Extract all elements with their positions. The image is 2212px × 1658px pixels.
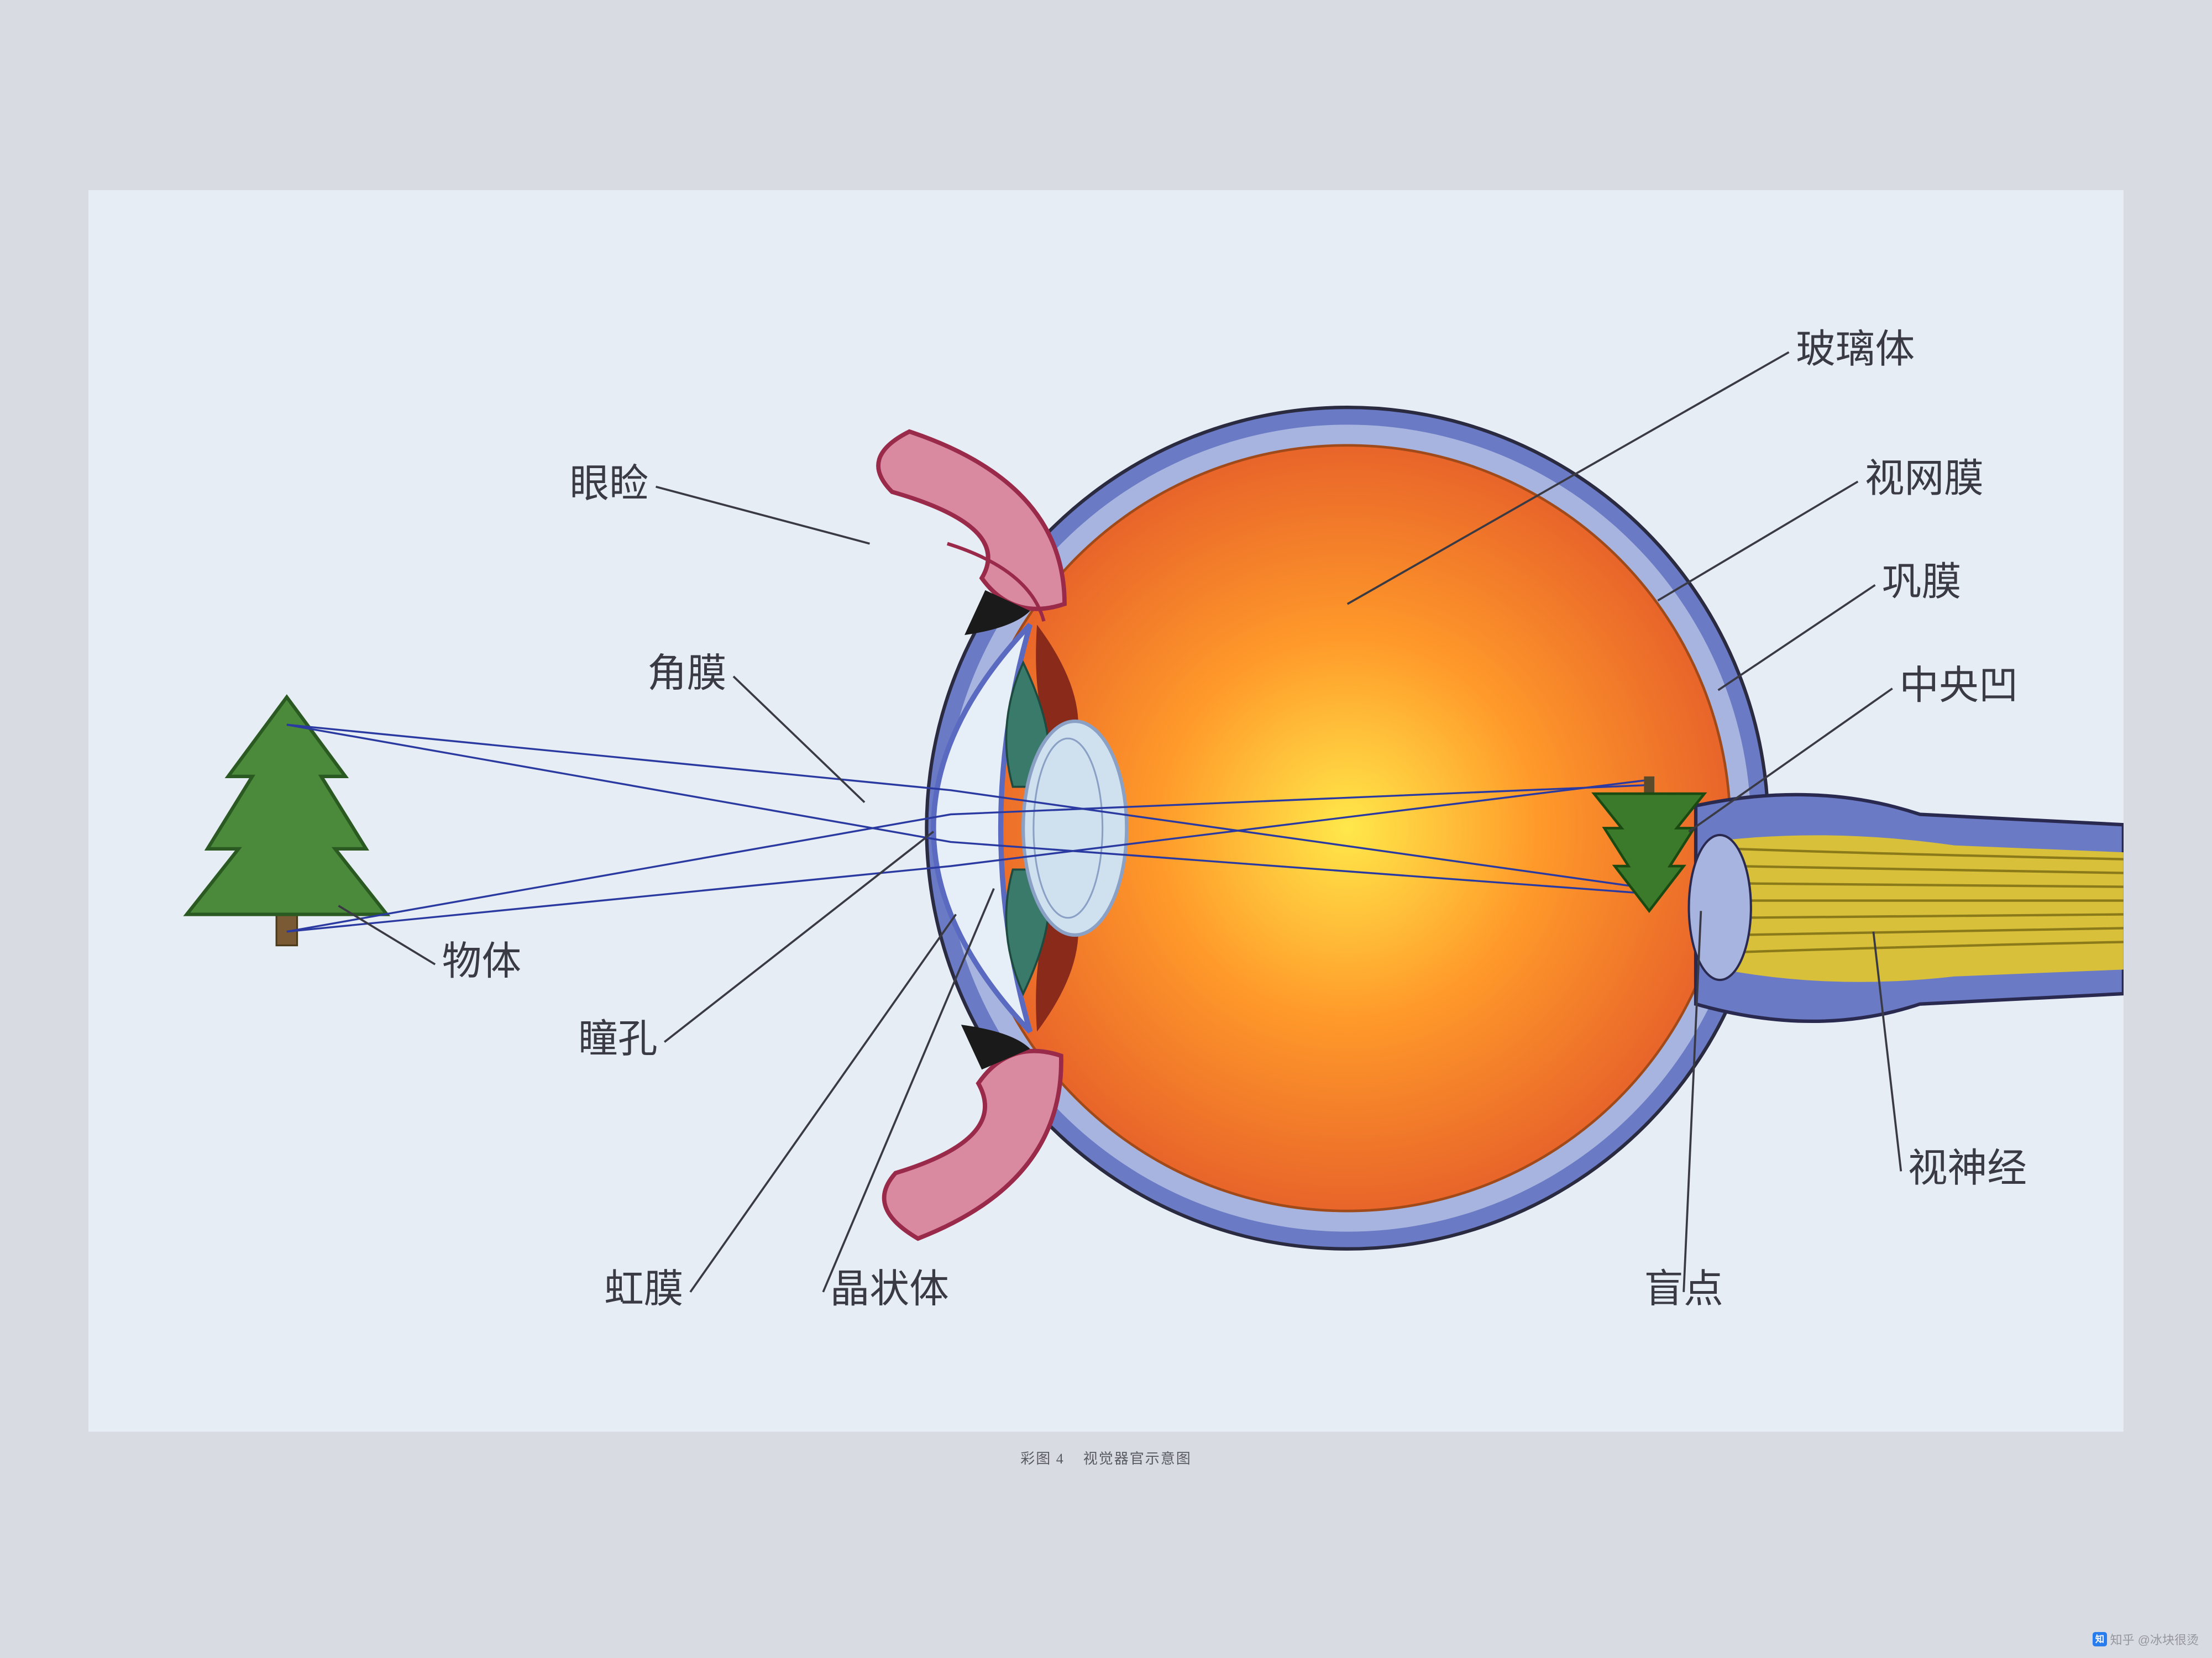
page: 玻璃体视网膜巩膜中央凹视神经盲点 眼睑角膜瞳孔虹膜 晶状体 物体 彩图 4 视觉器官示…	[0, 0, 2212, 1658]
label-iris: 虹膜	[604, 1267, 683, 1311]
label-opticnerve: 视神经	[1908, 1146, 2027, 1190]
figure-panel: 玻璃体视网膜巩膜中央凹视神经盲点 眼睑角膜瞳孔虹膜 晶状体 物体	[88, 190, 2124, 1432]
svg-text:知: 知	[2095, 1634, 2104, 1645]
zhihu-logo-icon: 知	[2093, 1632, 2107, 1646]
watermark: 知 知乎 @冰块很烫	[2093, 1630, 2199, 1648]
label-vitreous: 玻璃体	[1796, 327, 1915, 371]
label-pupil: 瞳孔	[578, 1017, 657, 1061]
label-fovea: 中央凹	[1899, 664, 2018, 708]
eye-anatomy-diagram: 玻璃体视网膜巩膜中央凹视神经盲点 眼睑角膜瞳孔虹膜 晶状体 物体	[88, 190, 2124, 1432]
watermark-handle: @冰块很烫	[2138, 1630, 2199, 1648]
label-retina: 视网膜	[1865, 457, 1984, 501]
label-cornea: 角膜	[647, 652, 727, 696]
figure-caption: 彩图 4 视觉器官示意图	[1020, 1447, 1192, 1468]
caption-title: 视觉器官示意图	[1083, 1451, 1192, 1467]
watermark-brand: 知乎	[2110, 1630, 2135, 1648]
label-eyelid: 眼睑	[570, 462, 649, 506]
lens	[1023, 721, 1126, 935]
label-object: 物体	[442, 940, 522, 984]
label-blindspot: 盲点	[1644, 1267, 1724, 1311]
label-lens: 晶状体	[830, 1267, 949, 1311]
caption-prefix: 彩图 4	[1020, 1451, 1065, 1467]
label-sclera: 巩膜	[1882, 560, 1961, 604]
